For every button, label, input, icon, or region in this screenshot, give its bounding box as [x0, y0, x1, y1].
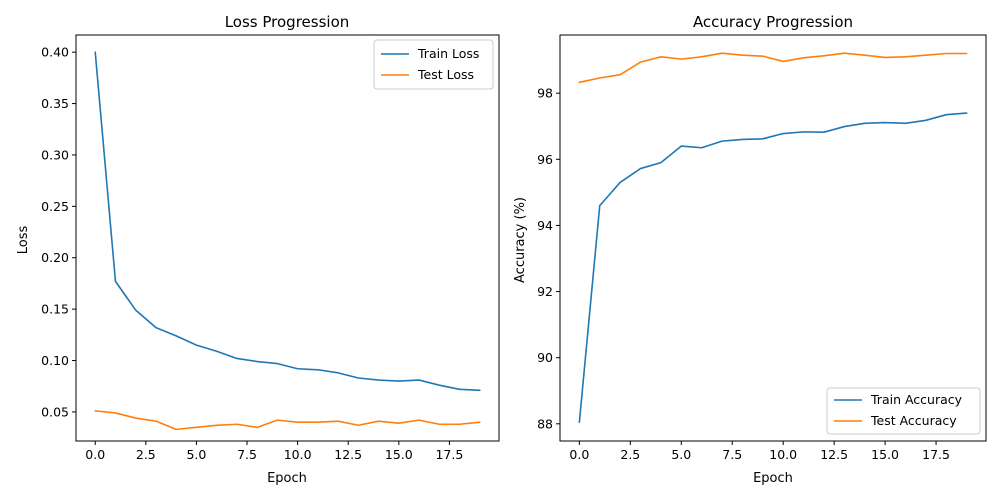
accuracy-x-tick-label: 17.5 [922, 447, 950, 462]
accuracy-x-tick-label: 2.5 [620, 447, 640, 462]
accuracy-legend-box [826, 387, 981, 435]
accuracy-legend-label-test: Test Accuracy [870, 413, 957, 428]
loss-x-tick-label: 10.0 [284, 447, 312, 462]
loss-legend-box [373, 39, 494, 90]
loss-y-tick-label: 0.05 [41, 404, 69, 419]
loss-chart-title: Loss Progression [225, 13, 350, 31]
accuracy-plot-area: 0.0 2.5 5.0 7.5 10.0 12.5 15.0 17.5 88 90 92 94 96 98 [537, 34, 987, 462]
loss-x-tick-label: 15.0 [385, 447, 413, 462]
loss-axes-frame [75, 34, 500, 442]
loss-y-tick-label: 0.15 [41, 302, 69, 317]
accuracy-y-tick-label: 88 [537, 416, 553, 431]
loss-legend: Train Loss Test Loss [373, 39, 494, 90]
accuracy-chart-x-axis-label: Epoch [753, 471, 793, 486]
loss-x-tick-label: 2.5 [136, 447, 156, 462]
accuracy-series-line-test [578, 52, 968, 84]
loss-chart: Loss Progression Epoch Loss 0.0 2.5 5.0 7.5… [16, 13, 500, 486]
accuracy-x-tick-label: 10.0 [769, 447, 797, 462]
loss-x-tick-label: 17.5 [435, 447, 463, 462]
loss-legend-label-test: Test Loss [417, 67, 474, 82]
loss-y-tick-label: 0.25 [41, 199, 69, 214]
loss-plot-area: 0.0 2.5 5.0 7.5 10.0 12.5 15.0 17.5 0.05 0.10 0.15… [41, 34, 500, 462]
loss-series-line-test [94, 410, 481, 431]
loss-y-tick-label: 0.10 [41, 353, 69, 368]
accuracy-y-tick-label: 92 [537, 284, 553, 299]
accuracy-legend-label-train: Train Accuracy [870, 392, 963, 407]
accuracy-y-tick-label: 96 [537, 152, 553, 167]
loss-x-tick-label: 7.5 [237, 447, 257, 462]
accuracy-x-tick-label: 15.0 [871, 447, 899, 462]
accuracy-chart-title: Accuracy Progression [693, 13, 853, 31]
accuracy-axes-frame [559, 34, 987, 442]
loss-series-line-train [94, 51, 481, 392]
loss-x-tick-label: 0.0 [85, 447, 105, 462]
accuracy-y-tick-label: 94 [537, 218, 553, 233]
loss-x-tick-label: 12.5 [334, 447, 362, 462]
accuracy-x-tick-label: 12.5 [820, 447, 848, 462]
loss-chart-y-axis-label: Loss [16, 226, 31, 255]
loss-y-tick-label: 0.30 [41, 147, 69, 162]
accuracy-x-tick-label: 5.0 [671, 447, 691, 462]
accuracy-legend: Train Accuracy Test Accuracy [826, 387, 981, 435]
accuracy-x-tick-label: 0.0 [569, 447, 589, 462]
accuracy-chart-y-axis-label: Accuracy (%) [513, 197, 528, 283]
accuracy-x-tick-label: 7.5 [722, 447, 742, 462]
accuracy-chart: Accuracy Progression Epoch Accuracy (%) … [513, 13, 987, 486]
loss-legend-label-train: Train Loss [417, 46, 479, 61]
loss-y-tick-label: 0.35 [41, 96, 69, 111]
loss-x-tick-label: 5.0 [186, 447, 206, 462]
accuracy-y-tick-label: 90 [537, 350, 553, 365]
accuracy-series-line-train [578, 112, 968, 423]
accuracy-y-tick-label: 98 [537, 86, 553, 101]
loss-chart-x-axis-label: Epoch [267, 471, 307, 486]
loss-y-tick-label: 0.20 [41, 250, 69, 265]
loss-y-tick-label: 0.40 [41, 45, 69, 60]
